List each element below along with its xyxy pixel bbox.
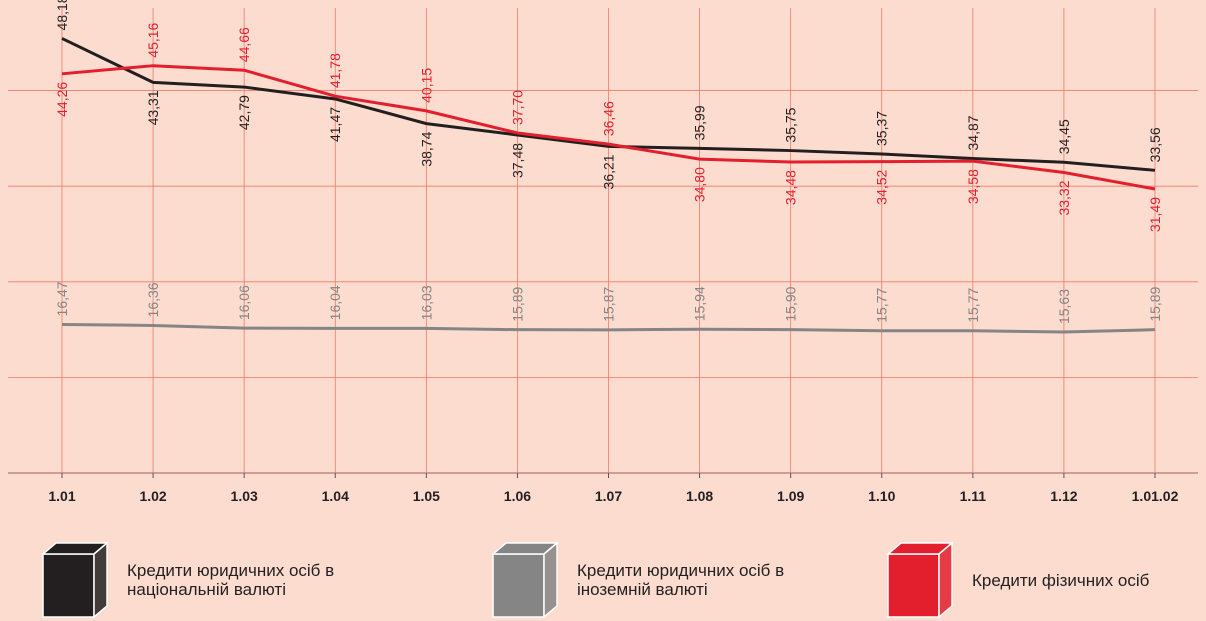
data-label: 15,89 [509, 286, 525, 321]
legend-icon [40, 541, 110, 619]
box-front [887, 553, 940, 618]
x-tick-label: 1.08 [686, 488, 713, 504]
data-label: 15,77 [874, 288, 890, 323]
x-tick-label: 1.07 [595, 488, 622, 504]
data-label: 41,78 [327, 53, 343, 88]
legend-icon [490, 541, 560, 619]
series-line [61, 64, 1156, 191]
data-label: 15,94 [692, 286, 708, 321]
data-label: 37,48 [509, 143, 525, 178]
x-tick-label: 1.11 [960, 488, 987, 504]
data-label: 36,21 [601, 154, 617, 189]
data-label: 43,31 [145, 90, 161, 125]
x-tick-label: 1.09 [777, 488, 804, 504]
data-label: 16,47 [54, 281, 70, 316]
legend: Кредити юридичних осіб в національній ва… [0, 530, 1206, 621]
data-label: 37,70 [509, 90, 525, 125]
legend-label: Кредити юридичних осіб в національній ва… [127, 561, 335, 599]
data-label: 33,32 [1056, 180, 1072, 215]
data-label: 36,46 [601, 101, 617, 136]
legend-item: Кредити юридичних осіб в іноземній валют… [490, 540, 797, 620]
data-label: 34,80 [692, 167, 708, 202]
data-label: 35,99 [692, 105, 708, 140]
data-label: 15,89 [1147, 286, 1163, 321]
x-tick-label: 1.12 [1050, 488, 1077, 504]
x-tick-label: 1.01.02 [1132, 488, 1179, 504]
chart: 1.01 1.02 1.03 1.04 1.05 1.06 1.07 1.08 1.09 1.10… [8, 0, 1198, 504]
x-tick-label: 1.04 [322, 488, 349, 504]
data-label: 35,37 [874, 111, 890, 146]
data-label: 34,58 [965, 169, 981, 204]
data-label: 34,52 [874, 169, 890, 204]
x-tick-label: 1.03 [231, 488, 258, 504]
data-label: 16,36 [145, 282, 161, 317]
x-tick-label: 1.06 [504, 488, 531, 504]
x-tick-label: 1.05 [413, 488, 440, 504]
data-label: 44,66 [236, 27, 252, 62]
data-label: 44,26 [54, 82, 70, 117]
series-line [61, 322, 1156, 334]
data-label: 34,87 [965, 115, 981, 150]
x-tick-label: 1.01 [48, 488, 75, 504]
data-label: 35,75 [783, 107, 799, 142]
data-label: 34,48 [783, 170, 799, 205]
x-tick-label: 1.10 [868, 488, 895, 504]
data-label: 34,45 [1056, 119, 1072, 154]
data-label: 15,87 [601, 287, 617, 322]
box-front [42, 553, 95, 618]
data-label: 31,49 [1147, 197, 1163, 232]
data-label: 45,16 [145, 22, 161, 57]
box-side [938, 541, 953, 619]
data-label: 40,15 [418, 68, 434, 103]
x-tick-label: 1.02 [139, 488, 166, 504]
data-label: 33,56 [1147, 127, 1163, 162]
legend-item: Кредити фізичних осіб [885, 540, 1192, 620]
legend-item: Кредити юридичних осіб в національній ва… [40, 540, 347, 620]
box-front [492, 553, 545, 618]
data-label: 15,90 [783, 286, 799, 321]
data-label: 16,06 [236, 285, 252, 320]
series-line [61, 37, 1156, 172]
box-side [93, 541, 108, 619]
data-label: 48,18 [54, 0, 70, 30]
data-label: 16,04 [327, 285, 343, 320]
box-side [543, 541, 558, 619]
legend-label: Кредити юридичних осіб в іноземній валют… [577, 561, 785, 599]
data-label: 16,03 [418, 285, 434, 320]
data-label: 15,63 [1056, 289, 1072, 324]
data-label: 42,79 [236, 95, 252, 130]
data-label: 15,77 [965, 288, 981, 323]
data-label: 41,47 [327, 107, 343, 142]
legend-label: Кредити фізичних осіб [972, 570, 1150, 590]
data-label: 38,74 [418, 131, 434, 166]
legend-icon [885, 541, 955, 619]
